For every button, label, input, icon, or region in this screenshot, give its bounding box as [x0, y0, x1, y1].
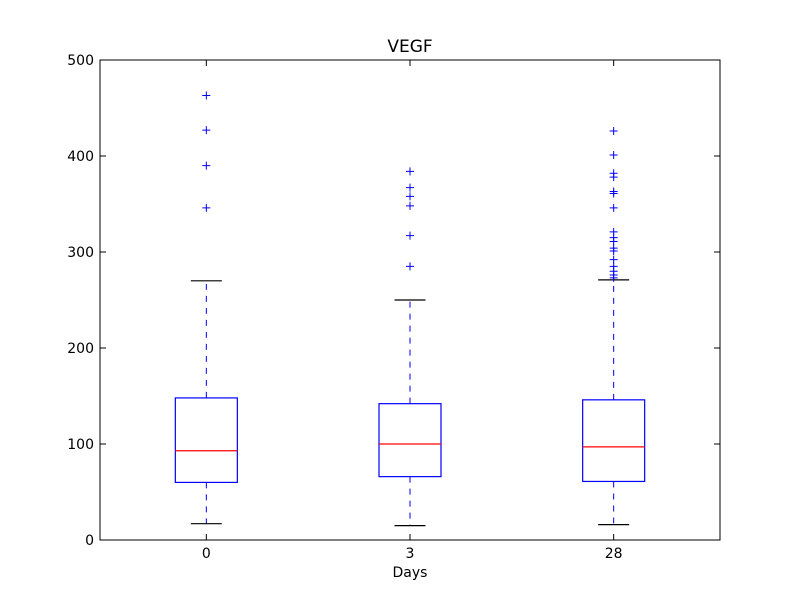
outlier-point	[406, 183, 414, 192]
outlier-point	[406, 231, 414, 240]
y-tick-label: 300	[67, 245, 94, 261]
outlier-point	[202, 126, 211, 135]
outlier-point	[202, 161, 211, 170]
outlier-point	[202, 91, 211, 100]
outlier-point	[609, 187, 618, 196]
outlier-point	[202, 203, 211, 212]
x-tick-label: 0	[202, 546, 211, 562]
outlier-point	[609, 244, 618, 253]
outlier-point	[609, 203, 618, 212]
y-tick-label: 0	[85, 533, 94, 549]
x-tick-label: 28	[605, 546, 623, 562]
iqr-box	[582, 399, 646, 483]
y-tick-label: 200	[67, 341, 94, 357]
iqr-box	[378, 403, 442, 478]
outlier-point	[609, 151, 618, 160]
outlier-point	[609, 227, 618, 236]
outlier-point	[609, 127, 618, 136]
plot-area: 0 100 200 300 400 500 0 3 28	[67, 53, 721, 562]
outlier-point	[406, 167, 414, 176]
x-axis-label: Days	[393, 565, 428, 581]
y-tick-label: 400	[67, 149, 94, 165]
x-tick-label: 3	[406, 546, 415, 562]
outlier-point	[406, 201, 414, 210]
chart-title: VEGF	[387, 37, 432, 57]
outlier-point	[406, 192, 414, 201]
outlier-point	[609, 262, 618, 271]
outlier-point	[406, 262, 414, 271]
iqr-box	[174, 397, 238, 484]
y-tick-label: 500	[67, 53, 94, 69]
outlier-point	[609, 255, 618, 264]
outlier-point	[609, 169, 618, 178]
y-tick-label: 100	[67, 437, 94, 453]
